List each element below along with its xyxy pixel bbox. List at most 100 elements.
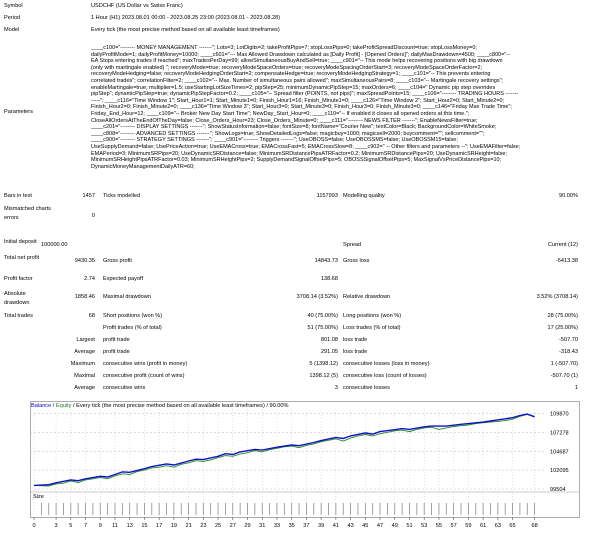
parameter-line: recoveryModeHedging=false; recoveryModeH… [91,71,491,78]
parameter-line: ____c201="-------- DISPLAY SETTINGS ----… [91,124,497,131]
y-tick-label: 109870 [550,412,569,418]
size-panel-label: Size [33,494,44,500]
x-tick-label: 31 [259,523,265,529]
size-bar [261,503,263,515]
ticks-label: Ticks modelled [103,193,141,199]
quality-value: 90.00% [559,193,578,199]
maxdd-value: 3708.14 (3.52%) [296,294,338,300]
long-label: Long positions (won %) [343,313,402,319]
size-bar [210,503,212,515]
bars-value: 1457 [82,193,95,199]
payoff-label: Expected payoff [103,276,144,282]
size-bar [379,503,381,515]
short-label: Short positions (won %) [103,313,163,319]
x-tick-label: 55 [436,523,442,529]
deposit-value: 100000.00 [41,242,68,248]
size-bar [151,503,153,515]
size-bar [512,503,513,515]
parameter-line: MinimumSRHeightPipsATRFactor=0.03; Minim… [91,157,502,164]
size-bar [99,503,101,515]
parameter-line: CloseAllOrdersAtTheEndOfTheDay=false; Cl… [91,117,478,124]
size-bar [453,503,455,515]
y-tick-label: 102095 [550,468,569,474]
x-tick-label: 7 [84,523,87,529]
x-tick-label: 61 [480,523,486,529]
size-bar [475,503,477,515]
cwins-value: 5 (1398.12) [309,361,338,367]
average2-label: Average [74,385,95,391]
size-bar [423,503,425,515]
y-tick-label: 99504 [550,487,566,493]
x-tick-label: 63 [495,523,501,529]
grossprofit-label: Gross profit [103,258,132,264]
cwins-label: consecutive wins (profit in money) [103,361,188,367]
chart-frame [30,401,580,518]
parameters-block: ____c100="-------- MONEY MANAGEMENT ----… [91,45,591,170]
payoff-value: 138.68 [320,276,338,282]
size-bar [320,503,322,515]
parameter-line: enableMartingale=true; multiplier=1.5; u… [91,84,496,91]
size-bar [195,503,197,515]
parameter-line: UseSupplyDemand=false; UsePriceAction=tr… [91,143,521,150]
size-bar [55,503,57,515]
size-bar [136,503,138,515]
x-tick-label: 43 [347,523,353,529]
x-tick-label: 35 [289,523,295,529]
cprofit-label: consecutive profit (count of wins) [103,373,185,379]
size-bar [188,503,190,515]
parameter-line: (only with martingale enabled) "; recove… [91,64,483,71]
size-bar [40,503,42,515]
size-bar [225,503,226,515]
size-bar [158,503,160,515]
cprofit-value: 1398.12 (5) [309,373,338,379]
lprofit-value: 801.08 [320,337,338,343]
average-label: Average [74,349,95,355]
ltrades-value: 17 (25.00%) [547,325,578,331]
size-bar [173,503,175,515]
symbol-value: USDCHF (US Dollar vs Swiss Franc) [91,3,183,9]
closs-value: -507.70 (1) [550,373,578,379]
size-bar [298,503,300,515]
size-bar [416,503,418,515]
lloss-label: loss trade [343,337,368,343]
size-bar [269,503,270,515]
x-tick-label: 0 [32,523,35,529]
x-tick-label: 19 [171,523,177,529]
size-bar [460,503,462,515]
size-bar [534,503,536,515]
ptrades-value: 51 (75.00%) [307,325,338,331]
chart-title: Balance / Equity / Every tick (the most … [31,403,288,409]
bars-label: Bars in test [4,193,32,199]
trades-value: 68 [88,313,95,319]
x-tick-label: 15 [141,523,147,529]
x-tick-label: 51 [406,523,412,529]
parameter-line: Finish_Hour2=0; Finish_Minute2=0; ____c1… [91,104,512,111]
deposit-label: Initial deposit [4,239,37,245]
size-bar [232,503,234,515]
size-bar [350,503,351,515]
size-bar [313,503,315,515]
parameters-label: Parameters [4,109,33,115]
chart-title-rest: / Every tick (the most precise method ba… [71,403,289,409]
size-bar [526,503,528,515]
size-bar [357,503,359,515]
aprofit-label: profit trade [103,349,130,355]
acwins-value: 3 [334,385,338,391]
size-bar [85,503,86,515]
x-tick-label: 45 [362,523,368,529]
grossloss-value: -5413.38 [555,258,578,264]
x-tick-label: 68 [532,523,538,529]
long-value: 28 (75.00%) [547,313,578,319]
grossloss-label: Gross loss [343,258,370,264]
mismatched-value: 0 [91,213,95,219]
size-bar [431,503,432,515]
size-bar [306,503,307,515]
size-bar [328,503,329,515]
y-tick-label: 104687 [550,449,569,455]
closs-label: consecutive loss (count of losses) [343,373,427,379]
x-tick-label: 47 [377,523,383,529]
x-tick-label: 65 [509,523,515,529]
size-bar [63,503,64,515]
acwins-label: consecutive wins [103,385,146,391]
